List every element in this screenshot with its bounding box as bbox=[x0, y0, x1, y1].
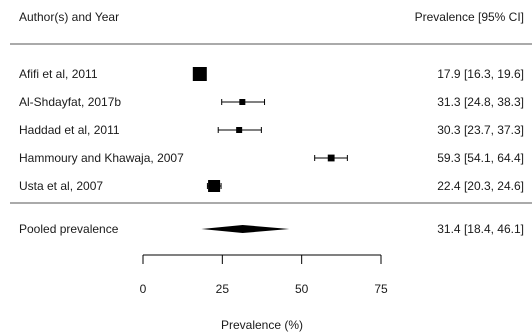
x-axis: 0 25 50 75 bbox=[140, 254, 388, 296]
x-tick-label: 50 bbox=[295, 282, 309, 296]
point-estimate bbox=[327, 154, 335, 162]
pooled-row: Pooled prevalence 31.4 [18.4, 46.1] bbox=[19, 222, 524, 236]
ci-value: 31.3 [24.8, 38.3] bbox=[437, 95, 524, 109]
study-row: Al-Shdayfat, 2017b 31.3 [24.8, 38.3] bbox=[19, 95, 524, 109]
study-rows: Afifi et al, 2011 17.9 [16.3, 19.6] Al-Shd… bbox=[19, 67, 524, 193]
point-estimate bbox=[192, 67, 207, 81]
study-row: Afifi et al, 2011 17.9 [16.3, 19.6] bbox=[19, 67, 524, 81]
header-right: Prevalence [95% CI] bbox=[415, 10, 524, 24]
header-left: Author(s) and Year bbox=[19, 10, 119, 24]
pooled-label: Pooled prevalence bbox=[19, 222, 119, 236]
study-label: Afifi et al, 2011 bbox=[19, 67, 98, 81]
x-tick-label: 25 bbox=[216, 282, 230, 296]
study-label: Hammoury and Khawaja, 2007 bbox=[19, 151, 184, 165]
study-row: Usta et al, 2007 22.4 [20.3, 24.6] bbox=[19, 179, 524, 193]
ci-value: 59.3 [54.1, 64.4] bbox=[437, 151, 524, 165]
ci-value: 22.4 [20.3, 24.6] bbox=[437, 179, 524, 193]
study-label: Haddad et al, 2011 bbox=[19, 123, 120, 137]
ci-value: 30.3 [23.7, 37.3] bbox=[437, 123, 524, 137]
study-row: Hammoury and Khawaja, 2007 59.3 [54.1, 64… bbox=[19, 151, 524, 165]
pooled-diamond bbox=[201, 225, 290, 233]
pooled-ci-value: 31.4 [18.4, 46.1] bbox=[437, 222, 524, 236]
study-label: Usta et al, 2007 bbox=[19, 179, 103, 193]
point-estimate bbox=[208, 180, 221, 192]
study-label: Al-Shdayfat, 2017b bbox=[19, 95, 121, 109]
ci-value: 17.9 [16.3, 19.6] bbox=[437, 67, 524, 81]
x-tick-label: 75 bbox=[374, 282, 388, 296]
study-row: Haddad et al, 2011 30.3 [23.7, 37.3] bbox=[19, 123, 524, 137]
point-estimate bbox=[239, 99, 246, 105]
x-tick-label: 0 bbox=[140, 282, 147, 296]
x-axis-label: Prevalence (%) bbox=[221, 318, 303, 332]
point-estimate bbox=[236, 127, 243, 133]
